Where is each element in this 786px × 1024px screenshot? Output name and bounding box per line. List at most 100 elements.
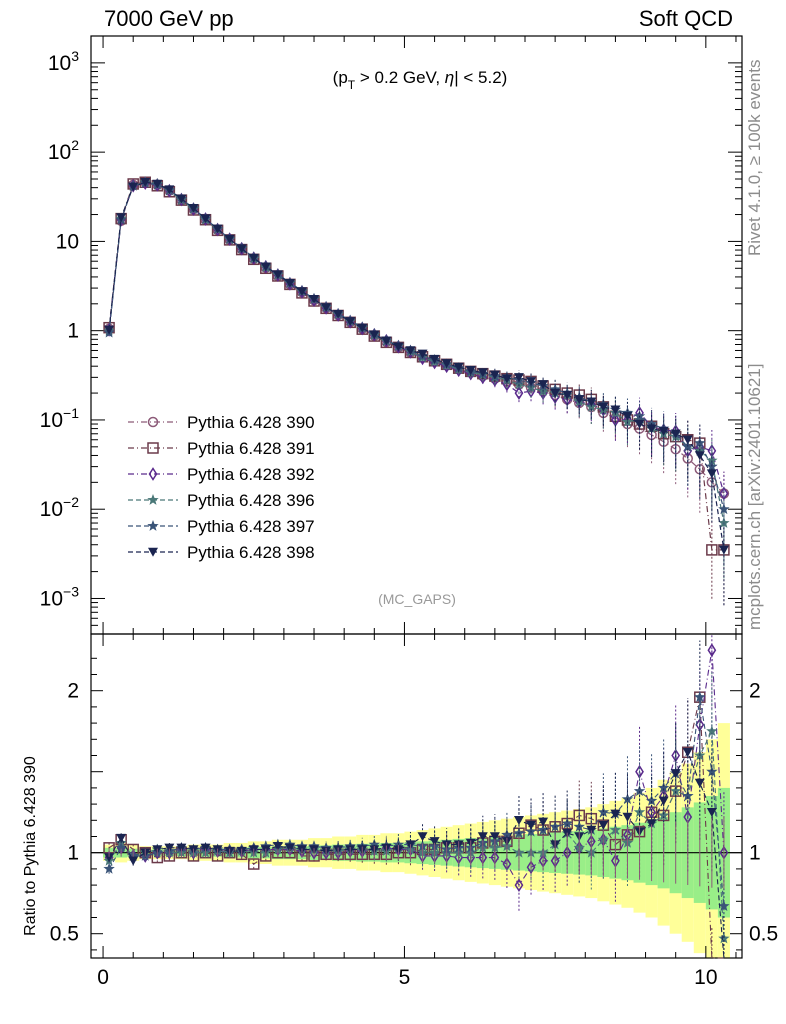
data-point (670, 769, 681, 779)
series-pythia-6.428-398 (104, 177, 729, 606)
data-point (272, 270, 283, 280)
data-point (284, 278, 295, 288)
data-point (586, 397, 597, 407)
data-point (682, 790, 694, 801)
data-point (147, 494, 159, 505)
data-point (284, 843, 295, 853)
main-panel: 10−3 10−2 10−1 1 10 102 103 (pT > 0.2 GeV, η| <… (40, 35, 743, 635)
data-point (622, 411, 633, 421)
data-point (368, 838, 380, 850)
data-point (670, 785, 682, 796)
data-point (610, 405, 621, 415)
data-point (586, 825, 597, 835)
ratio-y-tick-label: 1 (67, 842, 79, 865)
data-point (657, 809, 670, 821)
ratio-y-tick-label-right: 0.5 (749, 923, 778, 946)
series-line (108, 181, 725, 524)
data-point (489, 832, 500, 842)
data-point (188, 204, 199, 214)
data-point (718, 545, 729, 555)
legend-label: Pythia 6.428 390 (187, 413, 315, 432)
series-pythia-6.428-391 (103, 176, 730, 606)
legend-label: Pythia 6.428 397 (187, 517, 315, 536)
ratio-y-tick-label-right: 1 (749, 842, 761, 865)
data-point (657, 781, 670, 793)
data-point (465, 366, 476, 376)
data-point (115, 841, 127, 853)
data-point (381, 336, 392, 346)
data-point (357, 323, 368, 333)
data-point (645, 794, 658, 806)
legend-label: Pythia 6.428 392 (187, 465, 315, 484)
ratio-series-pythia-6.428-398 (104, 697, 725, 959)
ratio-series-line (108, 650, 725, 887)
data-point (658, 426, 669, 436)
data-point (694, 451, 705, 461)
data-point (152, 179, 163, 189)
data-point (598, 820, 609, 830)
data-point (514, 878, 524, 892)
data-point (538, 817, 549, 827)
data-point (561, 817, 573, 829)
data-point (526, 377, 537, 387)
legend: Pythia 6.428 390 Pythia 6.428 391 Pythia 6… (128, 413, 315, 562)
data-point (513, 373, 524, 383)
data-point (104, 325, 115, 335)
side-label-mcplots: mcplots.cern.ch [arXiv:2401.10621] (745, 363, 764, 630)
watermark: (MC_GAPS) (378, 591, 456, 607)
data-point (694, 691, 706, 702)
data-point (441, 359, 452, 369)
ratio-series-line (108, 750, 725, 959)
data-point (116, 833, 127, 843)
data-point (550, 388, 561, 398)
ratio-y-tick-label-right: 2 (749, 680, 761, 703)
data-point (526, 860, 536, 875)
legend-label: Pythia 6.428 396 (187, 491, 315, 510)
data-point (621, 415, 634, 427)
legend-label: Pythia 6.428 391 (187, 439, 315, 458)
data-point (646, 819, 657, 829)
data-point (622, 812, 633, 822)
header-energy: 7000 GeV pp (104, 6, 234, 31)
data-point (706, 469, 717, 479)
data-point (513, 816, 524, 826)
y-tick-label: 10−1 (40, 405, 80, 432)
ratio-panel: 0 5 10 0.5 0.5 1 1 2 2 Ratio to Pythia 6.428 390 (22, 633, 778, 989)
data-point (633, 785, 646, 796)
data-point (200, 214, 211, 224)
data-point (147, 416, 159, 428)
data-point (224, 234, 235, 244)
data-point (489, 370, 500, 380)
data-point (706, 544, 718, 556)
data-point (321, 303, 332, 313)
data-point (272, 841, 283, 851)
data-point (140, 177, 151, 187)
data-point (598, 402, 609, 412)
data-point (393, 342, 404, 352)
data-point (333, 309, 344, 319)
ratio-series-line (108, 697, 725, 907)
legend-label: Pythia 6.428 398 (187, 543, 315, 562)
data-point (682, 435, 693, 445)
data-point (248, 858, 260, 870)
data-point (682, 748, 693, 758)
ratio-series-reference (108, 816, 725, 890)
x-tick-label: 5 (399, 966, 411, 989)
ratio-frame (90, 633, 743, 959)
y-tick-label: 10−3 (40, 583, 80, 610)
side-label-rivet: Rivet 4.1.0, ≥ 100k events (745, 59, 764, 256)
data-point (694, 778, 705, 788)
data-point (200, 843, 211, 853)
data-point (718, 503, 730, 515)
data-point (501, 374, 512, 384)
y-tick-label: 10 (56, 230, 79, 253)
data-point (429, 837, 440, 847)
data-point (707, 643, 717, 658)
header-category: Soft QCD (638, 6, 733, 31)
ratio-y-tick-label: 0.5 (50, 923, 79, 946)
data-point (417, 832, 428, 842)
data-point (718, 517, 730, 528)
data-point (128, 856, 139, 866)
data-point (164, 843, 175, 853)
data-point (147, 442, 159, 454)
